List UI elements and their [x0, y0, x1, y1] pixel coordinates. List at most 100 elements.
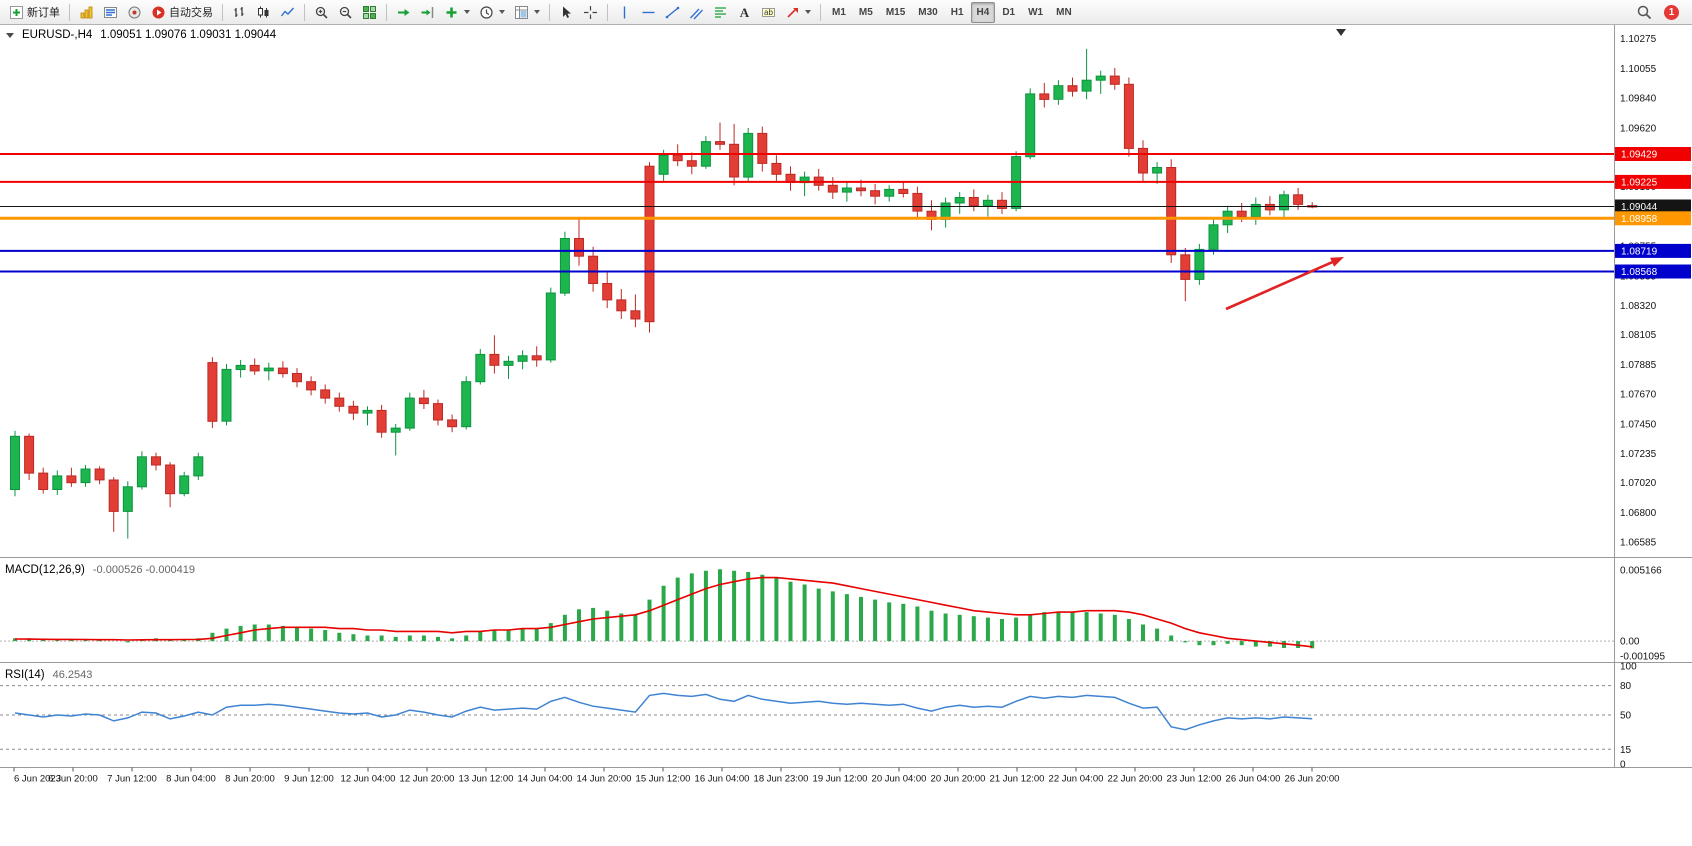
timeframe-m15[interactable]: M15 — [880, 2, 911, 23]
text-icon: A — [737, 5, 752, 20]
candle-body — [771, 162, 782, 175]
autotrading-button[interactable]: 自动交易 — [147, 2, 217, 23]
cursor-button[interactable] — [555, 2, 578, 23]
search-button[interactable] — [1632, 2, 1656, 23]
chart-shift-icon — [420, 5, 435, 20]
price-tick-label: 1.07670 — [1620, 390, 1657, 401]
vertical-line-icon — [617, 5, 632, 20]
search-icon — [1636, 4, 1652, 20]
candle-body — [757, 132, 768, 164]
time-label: 8 Jun 04:00 — [166, 774, 216, 785]
level-price-label: 1.08958 — [1621, 214, 1658, 225]
price-tick-label: 1.07020 — [1620, 478, 1657, 489]
candle-body — [1138, 147, 1148, 174]
timeframe-m1[interactable]: M1 — [826, 2, 852, 23]
candle-body — [841, 187, 852, 193]
fibonacci-button[interactable] — [709, 2, 732, 23]
candlestick-chart-button[interactable] — [252, 2, 275, 23]
tile-windows-button[interactable] — [358, 2, 381, 23]
zoom-in-button[interactable] — [310, 2, 333, 23]
time-label: 9 Jun 12:00 — [284, 774, 334, 785]
rsi-scale-label: 50 — [1620, 711, 1632, 722]
candle-body — [1293, 194, 1304, 205]
scroll-to-end-marker[interactable] — [1336, 29, 1346, 36]
crosshair-button[interactable] — [579, 2, 602, 23]
toolbar-separator — [386, 3, 387, 21]
vertical-line-button[interactable] — [613, 2, 636, 23]
timeframe-mn[interactable]: MN — [1050, 2, 1078, 23]
dropdown-caret — [464, 10, 470, 14]
candle-body — [954, 197, 965, 204]
periods-button[interactable] — [475, 2, 509, 23]
candle-body — [686, 160, 697, 167]
time-label: 20 Jun 20:00 — [931, 774, 986, 785]
candle-body — [1039, 93, 1050, 100]
text-button[interactable]: A — [733, 2, 756, 23]
price-tick-label: 1.07450 — [1620, 420, 1657, 431]
macd-scale-label: 0.005166 — [1620, 565, 1662, 576]
candle-body — [362, 409, 373, 414]
level-price-box — [1615, 147, 1691, 161]
candle-body — [461, 381, 472, 428]
rsi-scale-label: 0 — [1620, 760, 1626, 771]
toolbar-separator — [69, 3, 70, 21]
notification-badge[interactable]: 1 — [1664, 4, 1679, 20]
candle-body — [1152, 167, 1163, 174]
candle-body — [531, 355, 542, 361]
arrows-button[interactable] — [781, 2, 815, 23]
timeframe-d1[interactable]: D1 — [996, 2, 1021, 23]
trendline-button[interactable] — [661, 2, 684, 23]
new-order-button[interactable]: 新订单 — [5, 2, 64, 23]
trend-arrow-head[interactable] — [1330, 257, 1344, 267]
candle-body — [1053, 85, 1064, 100]
new-order-label: 新订单 — [27, 7, 60, 19]
candle-body — [743, 132, 754, 178]
chart-canvas[interactable]: 1.102751.100551.098401.096201.094051.091… — [0, 25, 1692, 846]
toolbar-right: 1 — [1632, 2, 1687, 23]
level-price-label: 1.09044 — [1621, 202, 1658, 213]
candle-body — [447, 419, 458, 428]
timeframe-m30[interactable]: M30 — [912, 2, 943, 23]
level-price-label: 1.08719 — [1621, 246, 1658, 257]
navigator-button[interactable] — [123, 2, 146, 23]
candle-body — [1095, 75, 1106, 81]
zoom-out-button[interactable] — [334, 2, 357, 23]
time-label: 14 Jun 04:00 — [518, 774, 573, 785]
candle-body — [433, 403, 443, 421]
trend-arrow-line[interactable] — [1225, 259, 1338, 311]
candle-body — [390, 427, 401, 433]
market-watch-button[interactable] — [99, 2, 122, 23]
autotrading-label: 自动交易 — [169, 7, 213, 19]
candle-body — [1109, 75, 1120, 85]
time-label: 7 Jun 12:00 — [107, 774, 157, 785]
timeframe-w1[interactable]: W1 — [1022, 2, 1049, 23]
time-label: 6 Jun 20:00 — [48, 774, 98, 785]
candle-body — [66, 475, 77, 484]
candle-body — [588, 255, 599, 284]
autoscroll-button[interactable] — [392, 2, 415, 23]
templates-button[interactable] — [510, 2, 544, 23]
level-price-box — [1615, 199, 1691, 214]
candle-body — [616, 299, 627, 312]
candle-body — [376, 409, 387, 433]
cursor-icon — [559, 5, 574, 20]
timeframe-h4[interactable]: H4 — [970, 1, 996, 23]
market-watch-icon — [103, 5, 118, 20]
timeframe-h1[interactable]: H1 — [945, 2, 970, 23]
rsi-scale-label: 100 — [1620, 662, 1637, 673]
chart-shift-button[interactable] — [416, 2, 439, 23]
indicators-button[interactable] — [440, 2, 474, 23]
channel-button[interactable] — [685, 2, 708, 23]
line-chart-button[interactable] — [276, 2, 299, 23]
timeframe-m5[interactable]: M5 — [853, 2, 879, 23]
new-chart-button[interactable] — [75, 2, 98, 23]
candle-body — [1236, 210, 1247, 218]
candle-body — [320, 389, 331, 399]
candle-body — [912, 192, 923, 212]
candle-body — [221, 368, 232, 422]
text-label-button[interactable]: ab — [757, 2, 780, 23]
time-label: 14 Jun 20:00 — [577, 774, 632, 785]
dropdown-caret — [499, 10, 505, 14]
bar-chart-button[interactable] — [228, 2, 251, 23]
horizontal-line-button[interactable] — [637, 2, 660, 23]
